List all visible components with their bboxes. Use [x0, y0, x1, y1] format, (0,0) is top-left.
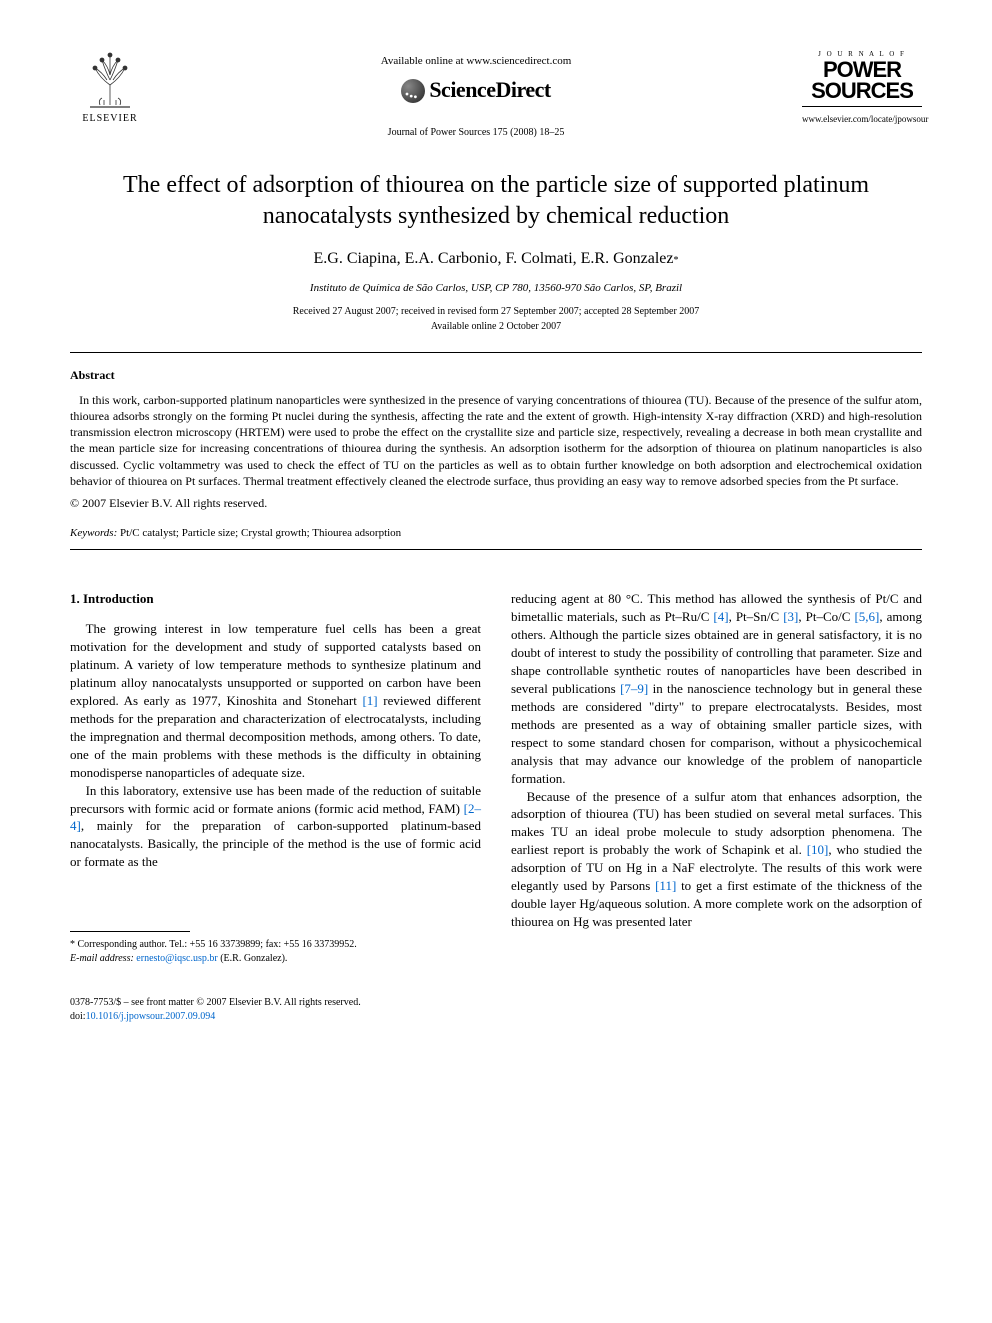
journal-reference: Journal of Power Sources 175 (2008) 18–2…	[150, 126, 802, 140]
sciencedirect-logo: ScienceDirect	[401, 75, 550, 106]
affiliation: Instituto de Química de São Carlos, USP,…	[70, 281, 922, 296]
page-header: ELSEVIER Available online at www.science…	[70, 50, 922, 140]
authors-text: E.G. Ciapina, E.A. Carbonio, F. Colmati,…	[314, 250, 674, 267]
section-1-heading: 1. Introduction	[70, 590, 481, 608]
ref-link-1[interactable]: [1]	[362, 693, 377, 708]
corresponding-marker: *	[674, 255, 679, 266]
front-matter-line: 0378-7753/$ – see front matter © 2007 El…	[70, 996, 922, 1010]
publisher-logo: ELSEVIER	[70, 50, 150, 126]
abstract-heading: Abstract	[70, 367, 922, 384]
doi-prefix: doi:	[70, 1011, 86, 1022]
abstract-text: In this work, carbon-supported platinum …	[70, 392, 922, 489]
elsevier-tree-icon	[80, 50, 140, 110]
intro-para-2-cont: reducing agent at 80 °C. This method has…	[511, 590, 922, 787]
footnote-email[interactable]: ernesto@iqsc.usp.br	[136, 953, 217, 964]
available-online-text: Available online at www.sciencedirect.co…	[150, 54, 802, 69]
abstract-copyright: © 2007 Elsevier B.V. All rights reserved…	[70, 495, 922, 512]
abstract-top-rule	[70, 352, 922, 353]
right-column: reducing agent at 80 °C. This method has…	[511, 590, 922, 966]
intro-para-3: Because of the presence of a sulfur atom…	[511, 788, 922, 932]
journal-logo-line2: SOURCES	[802, 81, 922, 102]
authors-line: E.G. Ciapina, E.A. Carbonio, F. Colmati,…	[70, 248, 922, 270]
ref-link-3[interactable]: [3]	[783, 609, 798, 624]
footnote-rule	[70, 931, 190, 932]
sciencedirect-text: ScienceDirect	[429, 75, 550, 106]
ref-link-7-9[interactable]: [7–9]	[620, 681, 648, 696]
ref-link-5-6[interactable]: [5,6]	[854, 609, 879, 624]
keywords-line: Keywords: Pt/C catalyst; Particle size; …	[70, 526, 922, 541]
page-footer: 0378-7753/$ – see front matter © 2007 El…	[70, 996, 922, 1024]
left-column: 1. Introduction The growing interest in …	[70, 590, 481, 966]
journal-logo: J O U R N A L O F POWER SOURCES www.else…	[802, 50, 922, 125]
corresponding-footnote: * Corresponding author. Tel.: +55 16 337…	[70, 938, 481, 966]
doi-link[interactable]: 10.1016/j.jpowsour.2007.09.094	[86, 1011, 216, 1022]
footnote-email-name: (E.R. Gonzalez).	[220, 953, 287, 964]
footnote-email-label: E-mail address:	[70, 953, 134, 964]
ref-link-4[interactable]: [4]	[713, 609, 728, 624]
intro-para-1: The growing interest in low temperature …	[70, 620, 481, 781]
logo-underline	[802, 106, 922, 107]
intro-para-2: In this laboratory, extensive use has be…	[70, 782, 481, 872]
sciencedirect-ball-icon	[401, 79, 425, 103]
footnote-contact: * Corresponding author. Tel.: +55 16 337…	[70, 938, 481, 952]
body-columns: 1. Introduction The growing interest in …	[70, 590, 922, 966]
dates-available: Available online 2 October 2007	[431, 321, 561, 332]
dates-received: Received 27 August 2007; received in rev…	[293, 306, 700, 317]
journal-url: www.elsevier.com/locate/jpowsour	[802, 113, 922, 126]
abstract-bottom-rule	[70, 549, 922, 550]
article-title: The effect of adsorption of thiourea on …	[110, 170, 882, 232]
ref-link-11[interactable]: [11]	[655, 878, 676, 893]
ref-link-10[interactable]: [10]	[807, 842, 829, 857]
abstract-body: In this work, carbon-supported platinum …	[70, 393, 922, 488]
center-header: Available online at www.sciencedirect.co…	[150, 50, 802, 140]
keywords-text: Pt/C catalyst; Particle size; Crystal gr…	[120, 527, 401, 539]
article-dates: Received 27 August 2007; received in rev…	[70, 304, 922, 334]
keywords-label: Keywords:	[70, 527, 117, 539]
elsevier-label: ELSEVIER	[70, 112, 150, 126]
